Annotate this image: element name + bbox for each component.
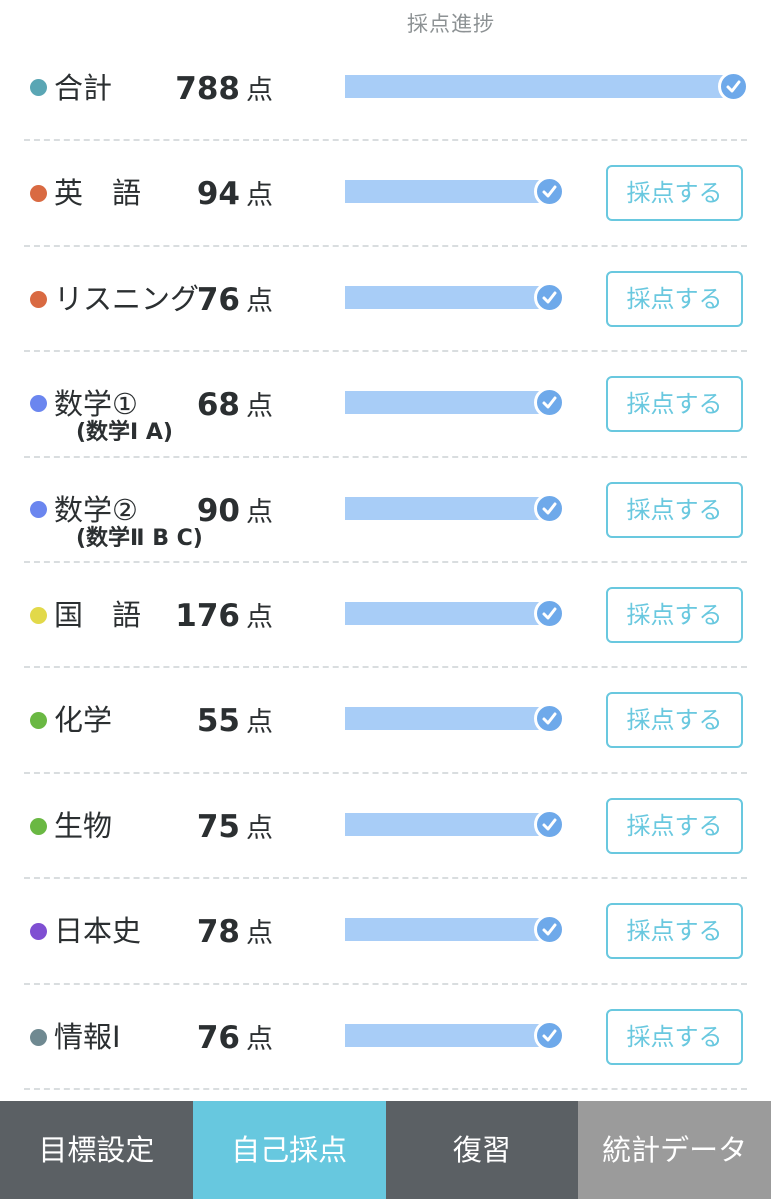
subject-row-chemistry: 化学 55 点 採点する xyxy=(24,668,747,774)
subject-row-math-2: 数学② (数学Ⅱ B C) 90 点 採点する xyxy=(24,458,747,563)
page-header: 採点進捗 xyxy=(0,0,771,48)
subject-progress-bar xyxy=(345,601,551,625)
subject-score: 176 点 xyxy=(175,595,273,634)
grade-button[interactable]: 採点する xyxy=(606,797,743,854)
grade-button[interactable]: 採点する xyxy=(606,481,743,538)
subject-progress-bar xyxy=(345,707,551,731)
subject-row-information-1: 情報Ⅰ 76 点 採点する xyxy=(24,985,747,1090)
check-icon xyxy=(534,703,565,735)
score-unit: 点 xyxy=(246,75,273,106)
score-value: 76 xyxy=(196,281,240,318)
score-unit: 点 xyxy=(246,180,273,212)
check-icon xyxy=(534,387,565,419)
grade-button[interactable]: 採点する xyxy=(606,165,743,222)
score-list: 合計 788 点 英 語 94 点採点する リスニング 76 点採点する 数学① (数学Ⅰ A)… xyxy=(0,36,771,1090)
score-unit: 点 xyxy=(246,918,273,950)
subject-score: 76 点 xyxy=(197,279,273,318)
tab-target-setting[interactable]: 目標設定 xyxy=(0,1101,193,1199)
check-icon xyxy=(534,914,565,946)
score-unit: 点 xyxy=(246,391,273,423)
check-icon xyxy=(534,1019,565,1051)
grade-button[interactable]: 採点する xyxy=(606,1008,743,1065)
subject-row-japanese-history: 日本史 78 点 採点する xyxy=(24,879,747,985)
total-label: 合計 xyxy=(54,71,113,105)
subject-row-english: 英 語 94 点 採点する xyxy=(24,141,747,247)
total-row: 合計 788 点 xyxy=(24,36,749,142)
score-unit: 点 xyxy=(246,285,273,317)
subject-color-dot xyxy=(30,712,47,730)
check-icon xyxy=(534,808,565,840)
subject-score: 55 点 xyxy=(197,700,273,739)
subject-subtitle: (数学Ⅰ A) xyxy=(76,420,173,446)
check-icon xyxy=(534,176,565,208)
subject-progress-bar xyxy=(345,1023,551,1047)
subject-name: 英 語 xyxy=(54,176,142,211)
check-icon xyxy=(534,597,565,629)
score-unit: 点 xyxy=(246,1023,273,1055)
score-value: 94 xyxy=(196,176,240,213)
score-unit: 点 xyxy=(246,707,273,739)
subject-name: リスニング xyxy=(54,281,200,316)
score-value: 176 xyxy=(175,597,240,634)
subject-color-dot xyxy=(30,185,47,203)
grade-button[interactable]: 採点する xyxy=(606,903,743,960)
subject-progress-bar xyxy=(345,496,551,520)
subject-progress-bar xyxy=(345,918,551,942)
score-value: 75 xyxy=(196,808,240,845)
subject-progress-bar xyxy=(345,391,551,415)
subject-color-dot xyxy=(30,500,47,518)
score-value: 78 xyxy=(196,914,240,951)
subject-score: 94 点 xyxy=(197,173,273,212)
subject-name: 化学 xyxy=(54,703,113,738)
total-score-value: 788 xyxy=(175,71,240,107)
total-progress-bar xyxy=(345,75,735,98)
check-icon xyxy=(534,492,565,524)
subject-row-listening: リスニング 76 点 採点する xyxy=(24,247,747,353)
total-score: 788 点 xyxy=(175,68,273,107)
grade-button[interactable]: 採点する xyxy=(606,586,743,643)
subject-color-dot xyxy=(30,290,47,308)
subject-name: 日本史 xyxy=(54,914,142,949)
subject-score: 76 点 xyxy=(197,1017,273,1056)
subject-name: 国 語 xyxy=(54,597,142,632)
subject-color-dot xyxy=(30,923,47,941)
score-unit: 点 xyxy=(246,601,273,633)
subject-progress-bar xyxy=(345,812,551,836)
subject-score: 75 点 xyxy=(197,806,273,845)
score-value: 68 xyxy=(196,387,240,424)
subject-color-dot xyxy=(30,1028,47,1046)
tab-review[interactable]: 復習 xyxy=(385,1101,579,1199)
tab-statistics[interactable]: 統計データ xyxy=(578,1101,771,1199)
subject-subtitle: (数学Ⅱ B C) xyxy=(76,525,203,551)
tab-self-grading[interactable]: 自己採点 xyxy=(192,1101,386,1199)
subject-score: 78 点 xyxy=(197,911,273,950)
subject-progress-bar xyxy=(345,180,551,204)
check-icon xyxy=(534,281,565,313)
score-unit: 点 xyxy=(246,812,273,844)
check-icon xyxy=(718,71,749,102)
subject-row-japanese: 国 語 176 点 採点する xyxy=(24,563,747,669)
subject-color-dot xyxy=(30,79,47,96)
grade-button[interactable]: 採点する xyxy=(606,376,743,433)
subject-name: 生物 xyxy=(54,808,113,843)
subject-name: 情報Ⅰ xyxy=(54,1019,121,1054)
grade-button[interactable]: 採点する xyxy=(606,692,743,749)
score-unit: 点 xyxy=(246,496,273,528)
subject-score: 68 点 xyxy=(197,384,273,423)
subject-progress-bar xyxy=(345,285,551,309)
subject-score: 90 点 xyxy=(197,490,273,529)
subject-color-dot xyxy=(30,395,47,413)
subject-row-math-1: 数学① (数学Ⅰ A) 68 点 採点する xyxy=(24,352,747,458)
score-value: 90 xyxy=(196,492,240,529)
grade-button[interactable]: 採点する xyxy=(606,270,743,327)
progress-header-title: 採点進捗 xyxy=(407,12,495,36)
subject-color-dot xyxy=(30,817,47,835)
score-value: 55 xyxy=(196,703,240,740)
subject-name: 数学② xyxy=(54,492,138,527)
score-value: 76 xyxy=(196,1019,240,1056)
bottom-tab-bar: 目標設定 自己採点 復習 統計データ xyxy=(0,1101,771,1199)
subject-name: 数学① xyxy=(54,387,138,422)
subject-row-biology: 生物 75 点 採点する xyxy=(24,774,747,880)
subject-color-dot xyxy=(30,606,47,624)
